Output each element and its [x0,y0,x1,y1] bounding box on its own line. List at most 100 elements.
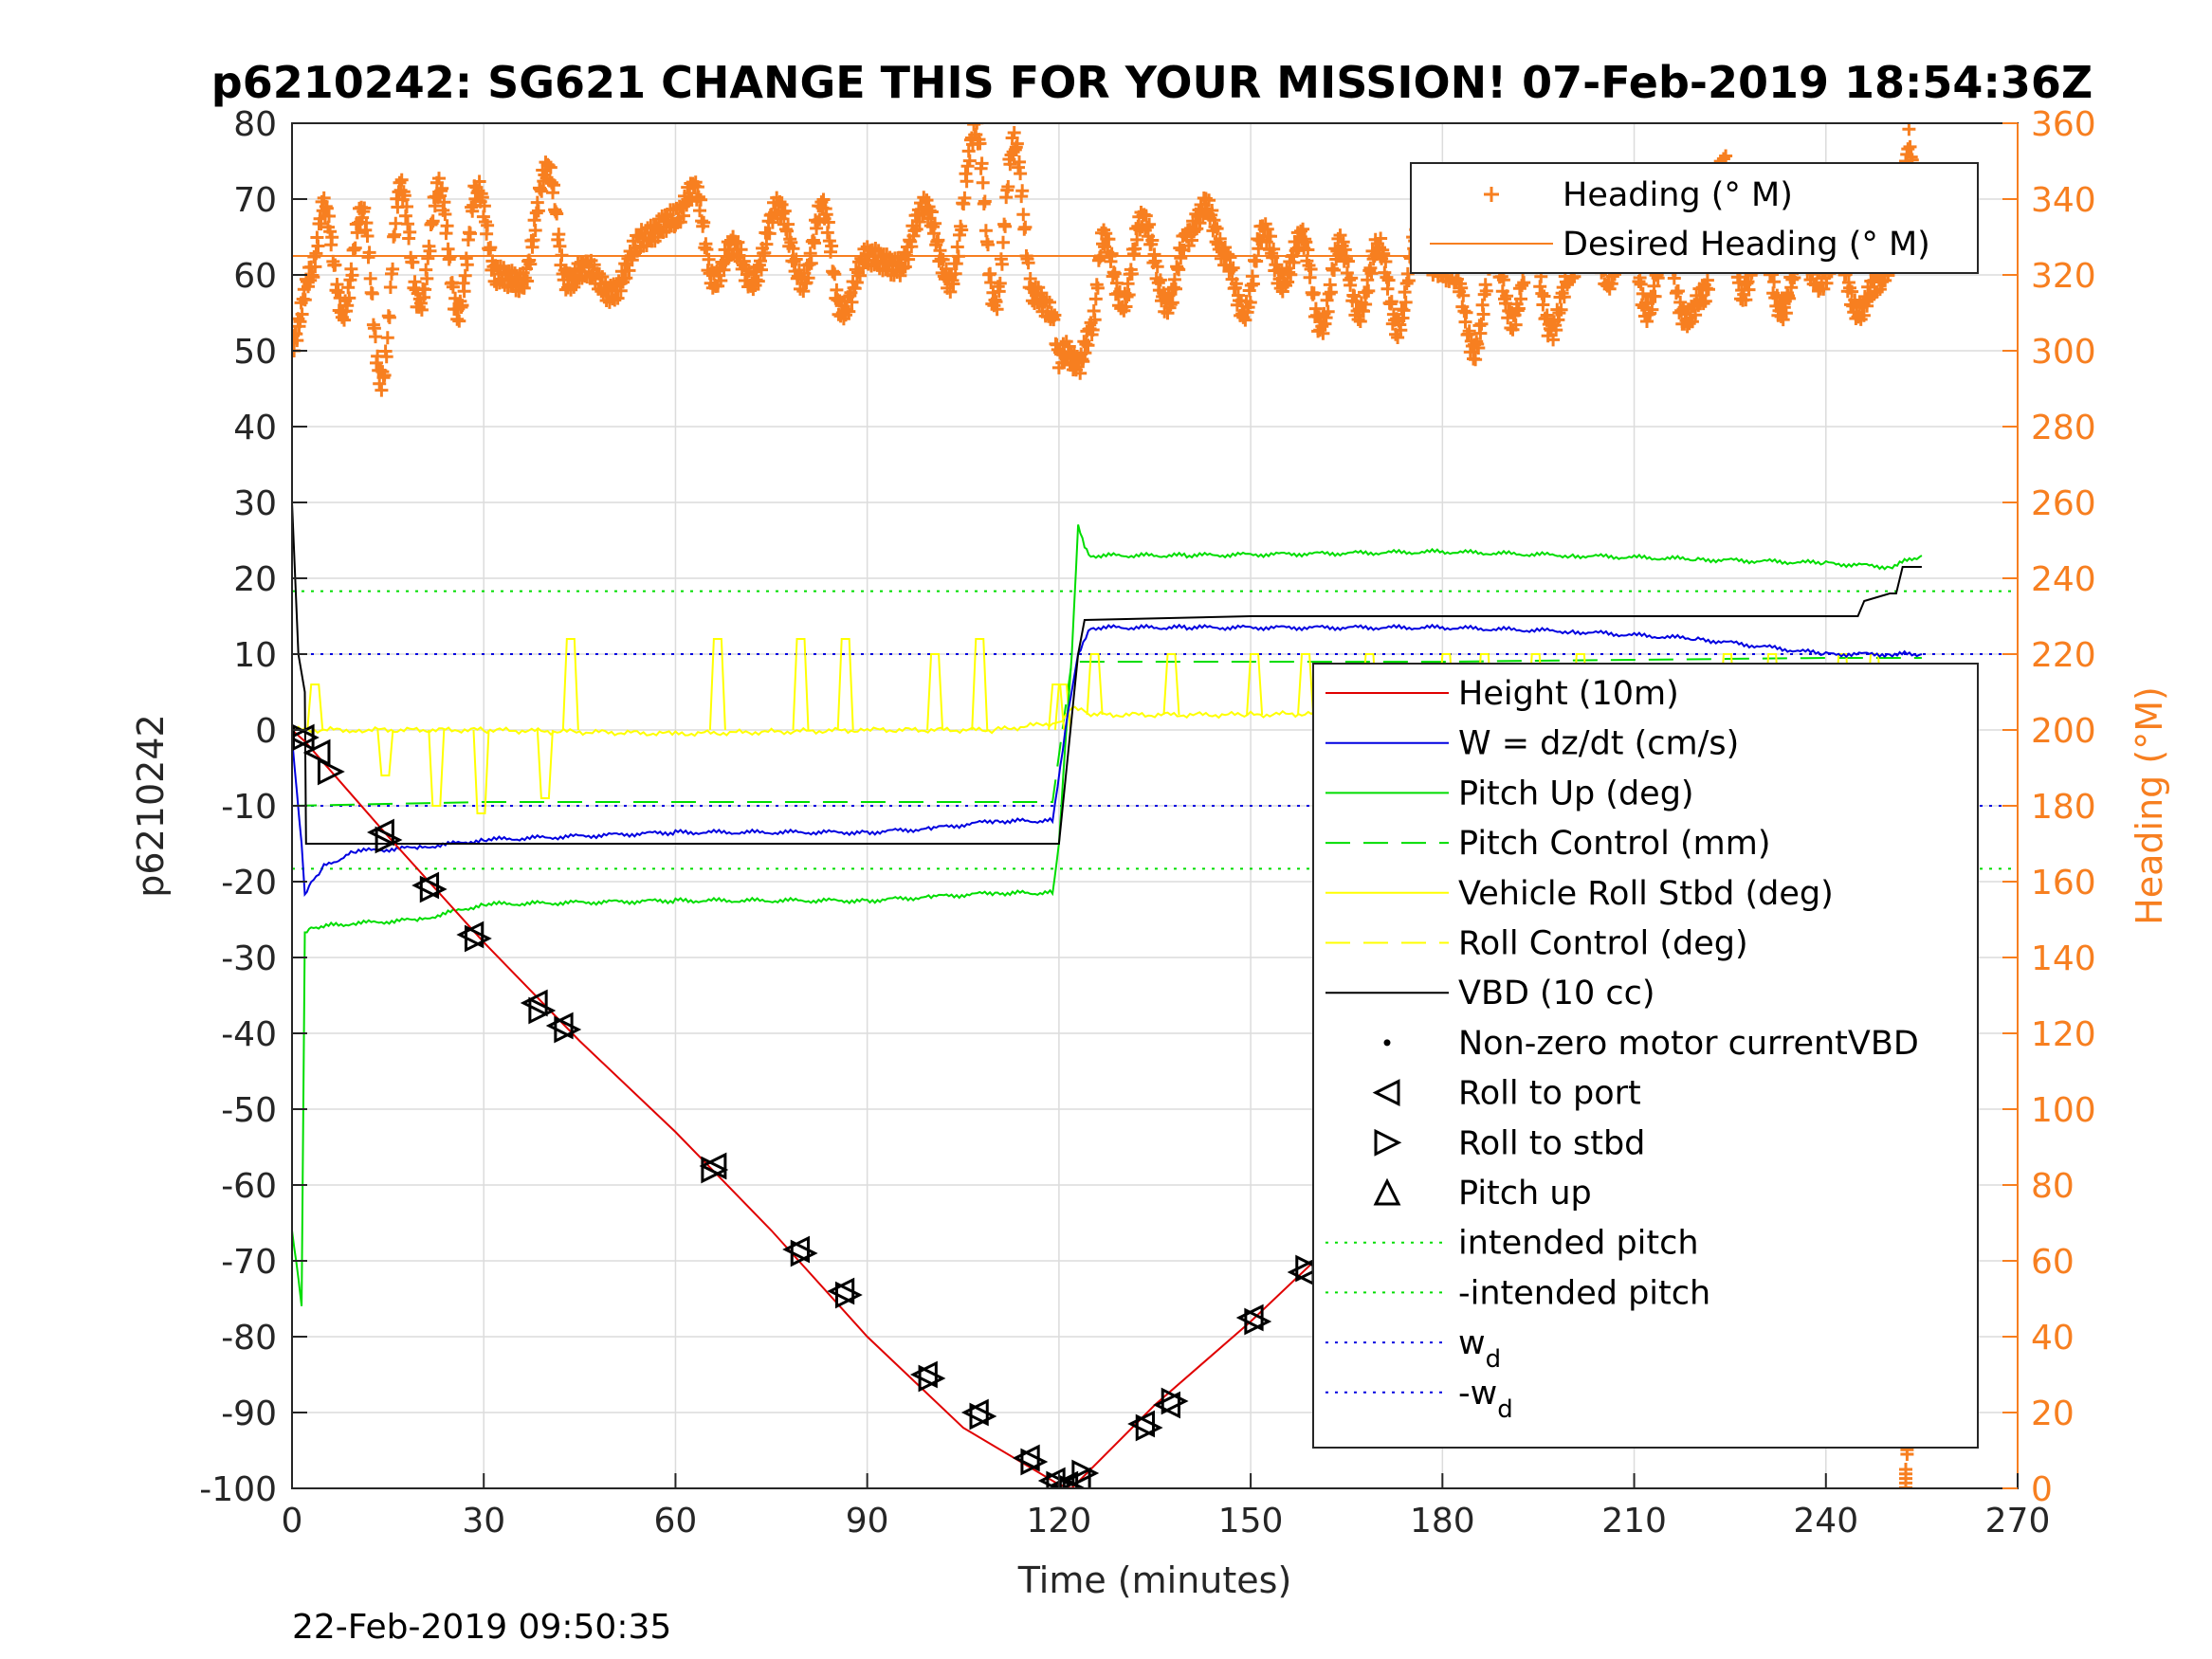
x-tick-label: 180 [1410,1502,1475,1540]
roll-to-stbd-marker [834,1281,863,1309]
y2-axis-ticks: 0 20 40 60 80 100 120 140 160 180 200 220 240 260 280 3… [2002,105,2096,1509]
roll-spike [836,638,854,731]
y-tick-label: -60 [221,1167,277,1206]
legend-item: Roll Control (deg) [1325,925,1748,963]
legend-item: Roll to stbd [1374,1124,1645,1162]
roll-spike [376,729,394,776]
roll-to-port-marker [699,1152,727,1180]
y2-tick-label: 360 [2031,105,2096,144]
y-tick-label: -50 [221,1091,277,1130]
legend-label: Non-zero motor currentVBD [1458,1025,1919,1063]
y-tick-label: -30 [221,939,277,978]
roll-to-stbd-marker [1244,1307,1272,1336]
legend-label: Pitch Control (mm) [1458,825,1770,863]
y2-tick-label: 40 [2031,1319,2075,1358]
roll-spike [536,729,554,799]
legend-item: Vehicle Roll Stbd (deg) [1325,875,1834,913]
roll-to-stbd-marker [701,1156,729,1184]
timestamp: 22-Feb-2019 09:50:35 [292,1608,671,1647]
roll-spike [792,638,810,731]
series-pitch-control [292,657,1922,807]
y2-tick-label: 20 [2031,1395,2075,1433]
legend-item: intended pitch [1325,1225,1699,1263]
roll-to-stbd-marker [1161,1387,1189,1415]
x-tick-label: 270 [1985,1502,2051,1540]
y-axis-label: p6210242 [130,714,172,897]
roll-spike [472,729,490,814]
y-tick-label: 80 [233,105,277,144]
legend-swatch-tri-up [1373,1177,1401,1206]
x-axis-ticks: 0 30 60 90 120 150 180 210 240 270 [282,1473,2051,1540]
y2-axis-label: Heading (°M) [2129,686,2170,925]
roll-to-stbd-marker [375,826,403,854]
y-tick-label: -70 [221,1243,277,1282]
roll-to-stbd-marker [790,1239,818,1267]
legend-heading-label: Heading (° M) [1563,176,1793,214]
roll-to-port-marker [367,818,394,847]
legend-item: Non-zero motor currentVBD [1383,1025,1919,1063]
legend-heading-swatch [1484,187,1499,202]
roll-spike [306,684,324,731]
y-tick-label: 20 [233,560,277,599]
y2-tick-label: 80 [2031,1167,2075,1206]
y-tick-label: -10 [221,788,277,827]
legend-item: W = dz/dt (cm/s) [1325,725,1739,763]
legend-label: Pitch Up (deg) [1458,775,1694,812]
roll-to-stbd-marker [1020,1448,1049,1476]
y2-tick-label: 320 [2031,257,2096,296]
y2-tick-label: 60 [2031,1243,2075,1282]
roll-spike [1086,653,1104,716]
chart-title: p6210242: SG621 CHANGE THIS FOR YOUR MIS… [211,57,2093,108]
legend-label: W = dz/dt (cm/s) [1458,725,1739,763]
roll-to-stbd-marker [1135,1413,1163,1442]
y-tick-label: 40 [233,409,277,447]
y2-tick-label: 200 [2031,712,2096,751]
legend-label: Pitch up [1458,1175,1592,1212]
x-tick-label: 210 [1601,1502,1667,1540]
x-tick-label: 0 [282,1502,303,1540]
y2-tick-label: 260 [2031,484,2096,523]
roll-spike [428,729,446,807]
y2-tick-label: 340 [2031,181,2096,220]
roll-spike [926,653,944,731]
legend-label: Vehicle Roll Stbd (deg) [1458,875,1834,913]
legend-label-subscript: d [1486,1345,1502,1374]
y-tick-label: -20 [221,864,277,902]
legend-label: Roll to port [1458,1075,1641,1113]
roll-spike [971,638,989,731]
roll-to-stbd-marker [528,996,557,1025]
legend-label: intended pitch [1458,1225,1699,1263]
roll-to-stbd-marker [464,924,492,953]
legend-item: VBD (10 cc) [1325,975,1655,1012]
roll-spike [561,638,579,731]
roll-spike [1048,684,1066,731]
x-tick-label: 90 [846,1502,889,1540]
y-tick-label: 30 [233,484,277,523]
legend-item: Pitch up [1373,1175,1592,1212]
roll-to-stbd-marker [554,1015,582,1044]
legend-item: -intended pitch [1325,1274,1710,1312]
series-pitch-up [292,524,1923,1306]
legend-label: Height (10m) [1458,675,1679,713]
legend-heading: Heading (° M) Desired Heading (° M) [1410,162,1979,274]
y2-tick-label: 220 [2031,636,2096,675]
y-tick-label: 60 [233,257,277,296]
roll-to-stbd-marker [969,1402,997,1431]
y-tick-label: -40 [221,1015,277,1054]
roll-to-stbd-marker [317,757,345,786]
reference-lines [292,590,2018,870]
legend-main: Height (10m) W = dz/dt (cm/s) Pitch Up (de… [1312,663,1979,1449]
legend-swatch-dot [1383,1039,1391,1047]
legend-heading-label: Desired Heading (° M) [1563,226,1930,264]
y2-tick-label: 160 [2031,864,2096,902]
y2-tick-label: 240 [2031,560,2096,599]
roll-to-port-marker [292,723,315,752]
y-tick-label: -90 [221,1395,277,1433]
y-axis-ticks: -100-90-80-70-60-50-40-30-20-10010203040… [199,105,307,1509]
roll-spike [1162,653,1180,716]
legend-label: Roll Control (deg) [1458,925,1748,963]
roll-to-stbd-marker [419,875,448,903]
roll-to-stbd-marker [1071,1459,1100,1487]
x-tick-label: 150 [1218,1502,1284,1540]
